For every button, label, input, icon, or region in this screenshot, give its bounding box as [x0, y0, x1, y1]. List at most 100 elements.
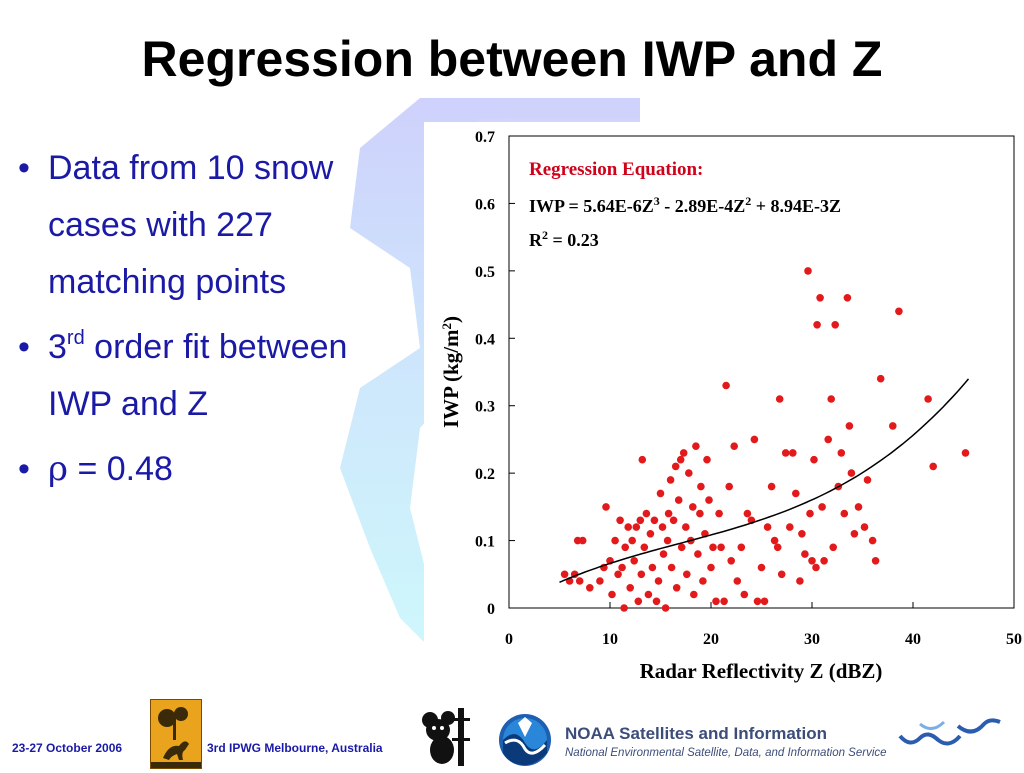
r-squared-label: R2 = 0.23 — [529, 228, 599, 250]
chart-background — [424, 122, 1024, 692]
data-point — [798, 530, 806, 538]
y-tick-label: 0.4 — [475, 331, 495, 348]
data-point — [616, 516, 624, 525]
data-point — [692, 442, 700, 451]
bullet-text: = 0.48 — [68, 450, 173, 488]
y-tick-label: 0.5 — [475, 264, 495, 281]
data-point — [621, 543, 629, 552]
data-point — [578, 536, 587, 545]
y-tick-label: 0.6 — [475, 196, 495, 213]
data-point — [831, 321, 839, 329]
x-tick-label: 30 — [804, 631, 820, 648]
data-point — [636, 516, 645, 525]
data-point — [757, 563, 766, 572]
data-point — [634, 597, 643, 606]
x-tick-label: 40 — [905, 631, 921, 648]
bullet-item: Data from 10 snow cases with 227 matchin… — [18, 140, 418, 311]
data-point — [808, 557, 816, 565]
chart-svg: 0 0.1 0.2 0.3 0.4 0.5 0.6 0.7 0 10 20 30 40 50 Regre… — [424, 122, 1024, 692]
data-point — [638, 455, 647, 464]
y-tick-label: 0.7 — [475, 129, 495, 146]
data-point — [804, 267, 812, 275]
data-point — [895, 307, 903, 316]
data-point — [611, 536, 619, 545]
data-point — [863, 476, 872, 484]
data-point — [596, 577, 604, 585]
bullet-text: order fit between IWP and Z — [48, 328, 348, 423]
footer-event: 3rd IPWG Melbourne, Australia — [207, 741, 383, 755]
data-point — [847, 469, 856, 477]
y-tick-label: 0.3 — [475, 399, 495, 416]
data-point — [694, 550, 702, 558]
data-point — [703, 455, 711, 464]
koala-icon — [422, 708, 470, 766]
bullet-prefix: 3 — [48, 328, 67, 366]
data-point — [753, 597, 762, 606]
data-point — [644, 590, 653, 599]
data-point — [637, 570, 646, 579]
data-point — [677, 543, 686, 552]
data-point — [843, 294, 852, 302]
data-point — [720, 597, 728, 606]
x-tick-label: 10 — [602, 631, 618, 648]
data-point — [672, 584, 681, 592]
y-axis-label: IWP (kg/m2) — [439, 316, 463, 428]
data-point — [560, 570, 569, 579]
data-point — [602, 503, 610, 511]
data-point — [806, 509, 814, 518]
data-point — [696, 509, 704, 518]
data-point — [737, 543, 746, 552]
data-point — [727, 557, 735, 565]
data-point — [682, 523, 690, 531]
kangaroo-logo-icon — [150, 699, 202, 769]
data-point — [868, 536, 877, 545]
data-point — [624, 523, 632, 531]
data-point — [661, 604, 670, 612]
data-point — [837, 449, 846, 457]
data-point — [770, 536, 779, 545]
y-tick-label: 0 — [487, 601, 495, 618]
data-point — [854, 503, 863, 511]
data-point — [654, 577, 663, 585]
data-point — [699, 577, 707, 585]
data-point — [743, 509, 752, 518]
data-point — [733, 577, 742, 585]
data-point — [646, 530, 655, 538]
data-point — [810, 455, 818, 464]
data-point — [750, 435, 759, 444]
data-point — [792, 489, 800, 498]
plot-frame — [508, 135, 1015, 609]
data-point — [575, 577, 584, 585]
noaa-title: NOAA Satellites and Information — [565, 724, 827, 743]
data-point — [773, 543, 782, 552]
data-point — [632, 523, 641, 531]
data-point — [812, 563, 820, 572]
data-point — [586, 584, 594, 592]
data-point — [676, 455, 685, 464]
data-point — [650, 516, 659, 525]
rho-symbol: ρ — [48, 449, 68, 489]
footer-date: 23-27 October 2006 — [12, 741, 123, 755]
regression-fit-line — [559, 378, 970, 583]
bullet-item: 3rd order fit between IWP and Z — [18, 319, 418, 433]
data-point — [659, 550, 668, 558]
data-point — [717, 543, 725, 552]
data-point — [685, 469, 693, 477]
wave-logo-icon — [898, 718, 1001, 746]
data-point — [689, 503, 697, 511]
y-axis-ticks: 0 0.1 0.2 0.3 0.4 0.5 0.6 0.7 — [475, 129, 515, 618]
y-tick-label: 0.2 — [475, 466, 495, 483]
data-point — [961, 449, 970, 457]
data-point — [740, 590, 749, 599]
data-point — [656, 489, 665, 498]
data-point — [658, 523, 667, 531]
x-tick-label: 50 — [1006, 631, 1022, 648]
data-point — [820, 557, 828, 565]
data-point — [850, 530, 859, 538]
data-point — [652, 597, 661, 606]
data-point — [707, 563, 715, 572]
data-point — [620, 604, 628, 612]
data-point — [608, 590, 616, 599]
data-point — [666, 476, 675, 484]
bullet-superscript: rd — [66, 326, 85, 349]
